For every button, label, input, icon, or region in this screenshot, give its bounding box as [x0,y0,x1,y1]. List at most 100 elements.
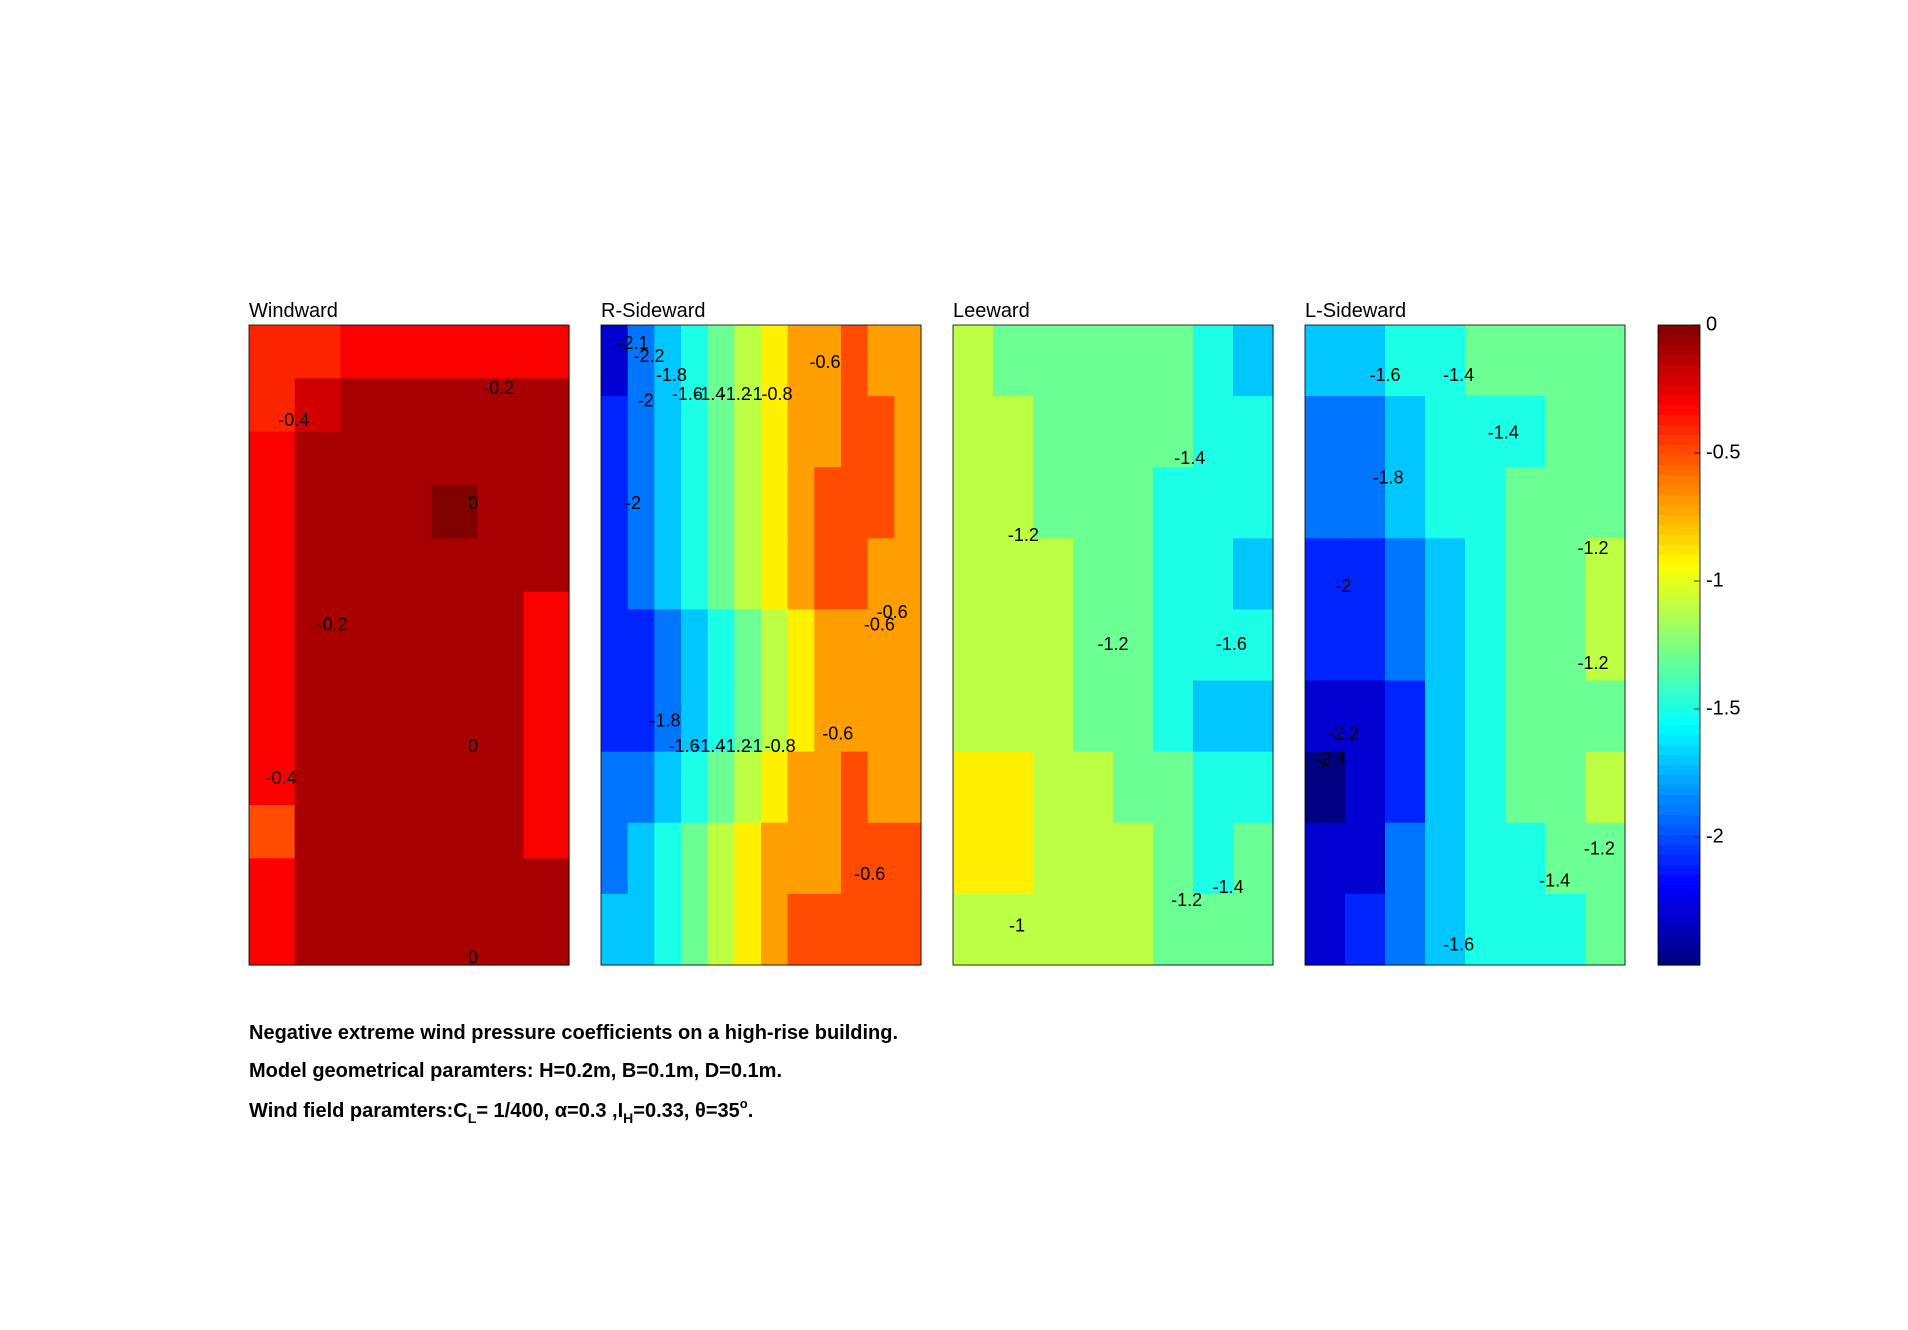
contour-cell [787,680,815,753]
contour-label: -0.8 [761,384,792,404]
contour-cell [1345,751,1386,824]
contour-cell [1305,467,1346,539]
contour-cell [654,396,682,468]
contour-cell [1193,680,1234,753]
contour-cell [654,822,682,895]
contour-cell [431,378,479,433]
contour-cell [953,822,994,895]
colorbar-swatch [1658,365,1700,376]
contour-label: -1.4 [1443,365,1474,385]
caption-subscript: L [467,1110,477,1126]
contour-cell [1033,751,1074,824]
colorbar-swatch [1658,705,1700,716]
contour-cell [523,805,570,859]
contour-cell [1113,396,1154,468]
contour-cell [1385,680,1426,753]
contour-cell [867,822,895,895]
colorbar-swatch [1658,845,1700,856]
contour-cell [1545,538,1586,611]
contour-cell [294,378,342,433]
contour-cell [431,858,479,913]
contour-cell [814,680,842,753]
contour-cell [761,822,789,895]
contour-label: -1.4 [1539,871,1570,891]
contour-cell [1505,822,1546,895]
contour-cell [707,822,735,895]
contour-label: -0.2 [483,378,514,398]
contour-cell [787,538,815,611]
contour-cell [340,538,387,593]
contour-cell [1193,325,1234,397]
caption-text: = 1/400, [476,1100,555,1122]
contour-label: -1.8 [656,365,687,385]
panel-frame [1304,324,1626,966]
contour-cell [601,538,629,611]
contour-cell [953,538,994,611]
contour-cell [1305,893,1346,966]
contour-cell [894,538,922,611]
colorbar-swatch [1658,405,1700,416]
colorbar-swatch [1658,385,1700,396]
contour-cell [707,538,735,611]
contour-cell [523,911,570,966]
contour-cell [1505,609,1546,682]
contour-cell [477,751,524,806]
panel-frame [952,324,1274,966]
contour-cell [1465,396,1506,468]
contour-cell [431,538,479,593]
colorbar-tick-label: 0 [1706,313,1717,335]
contour-cell [654,751,682,824]
colorbar-swatch [1658,695,1700,706]
contour-cell [1233,467,1274,539]
contour-label: -1 [747,384,763,404]
contour-cell [340,805,387,859]
contour-cell [1425,751,1466,824]
contour-cell [1073,538,1114,611]
caption-superscript: o [739,1096,748,1111]
contour-cell [523,751,570,806]
contour-cell [1385,467,1426,539]
colorbar-swatch [1658,955,1700,966]
contour-cell [1153,325,1194,397]
contour-cell [627,680,655,753]
contour-cell [1505,751,1546,824]
contour-cell [386,751,433,806]
contour-label: -0.2 [317,615,348,635]
contour-cell [1233,609,1274,682]
contour-cell [894,893,922,966]
contour-cell [1153,467,1194,539]
contour-cell [249,911,296,966]
contour-cell [1585,751,1626,824]
contour-cell [867,609,895,682]
contour-cell [1113,538,1154,611]
contour-cell [1153,751,1194,824]
contour-cell [1153,680,1194,753]
contour-cell [1233,396,1274,468]
contour-label: -2.4 [1315,749,1346,769]
contour-cell [523,485,570,539]
contour-cell [953,680,994,753]
contour-cell [1033,396,1074,468]
contour-cell [841,538,869,611]
contour-cell [841,822,869,895]
contour-cell [707,396,735,468]
contour-cell [681,751,709,824]
colorbar-swatch [1658,465,1700,476]
colorbar-swatch [1658,395,1700,406]
contour-cell [386,591,433,646]
contour-label: -2 [638,391,654,411]
contour-cell [1033,538,1074,611]
contour-cell [761,751,789,824]
contour-cell [294,431,342,486]
colorbar-swatch [1658,425,1700,436]
contour-cell [249,431,296,486]
contour-cell [477,911,524,966]
contour-cell [1585,538,1626,611]
contour-cell [1545,751,1586,824]
contour-cell [841,609,869,682]
contour-cell [1425,467,1466,539]
colorbar-swatch [1658,835,1700,846]
contour-cell [627,325,655,397]
contour-cell [386,645,433,699]
contour-cell [1193,609,1234,682]
